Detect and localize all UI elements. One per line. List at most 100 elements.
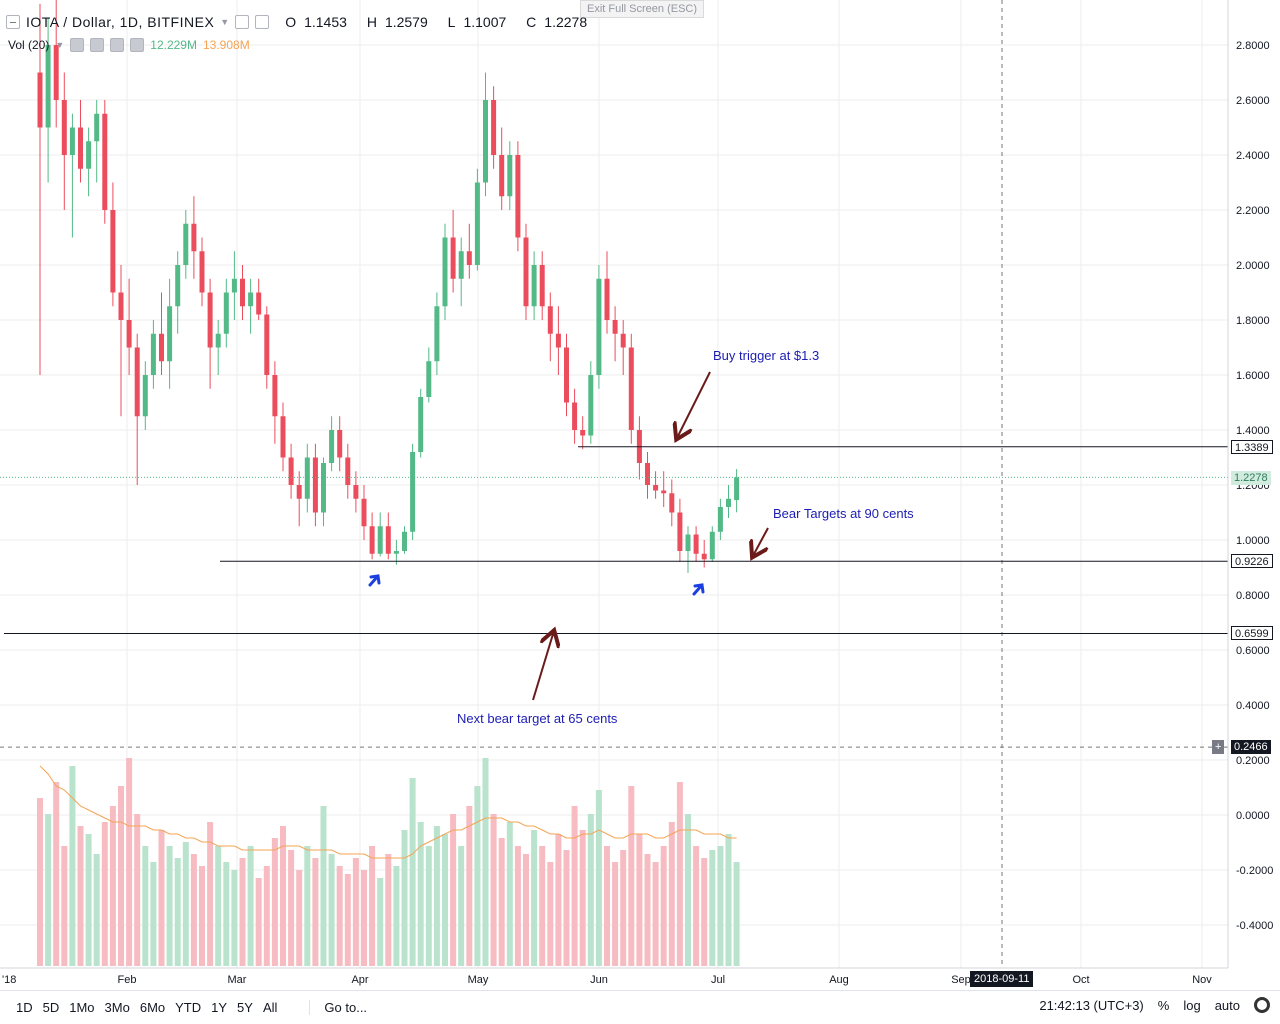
y-tick-label: 2.8000 bbox=[1236, 40, 1270, 52]
candle-body bbox=[191, 223, 197, 252]
chevron-down-icon[interactable]: ▼ bbox=[55, 40, 65, 50]
timeframe-1mo[interactable]: 1Mo bbox=[69, 1000, 95, 1015]
double-bottom-arrow-right bbox=[692, 583, 705, 596]
candle-body bbox=[199, 251, 205, 293]
volume-bar bbox=[458, 846, 465, 966]
volume-bar bbox=[385, 854, 392, 966]
volume-bar bbox=[118, 786, 124, 966]
volume-value: 12.229M bbox=[150, 38, 197, 52]
candle-body bbox=[491, 100, 497, 155]
candlestick-series bbox=[37, 0, 740, 573]
volume-bar bbox=[409, 778, 416, 966]
volume-bar bbox=[101, 822, 108, 966]
x-tick-label: Apr bbox=[351, 974, 368, 986]
timeframe-1y[interactable]: 1Y bbox=[211, 1000, 228, 1015]
volume-bar bbox=[207, 822, 214, 966]
bottom-toolbar: 1D 5D 1Mo 3Mo 6Mo YTD 1Y 5Y All Go to...… bbox=[0, 990, 1280, 1024]
candle-body bbox=[223, 292, 229, 334]
y-tick-label: 2.0000 bbox=[1236, 260, 1270, 272]
crosshair-plus-icon[interactable]: + bbox=[1212, 740, 1225, 754]
x-tick-label: Mar bbox=[228, 974, 247, 986]
volume-bar bbox=[539, 846, 546, 966]
y-tick-label: 1.8000 bbox=[1236, 315, 1270, 327]
volume-bar bbox=[644, 854, 651, 966]
volume-bar bbox=[628, 786, 635, 966]
x-tick-label: Nov bbox=[1192, 974, 1212, 986]
volume-bars bbox=[37, 758, 740, 966]
volume-bar bbox=[401, 830, 408, 966]
candle-body bbox=[734, 477, 740, 501]
candle-body bbox=[564, 347, 569, 403]
collapse-legend-icon[interactable] bbox=[6, 15, 20, 29]
log-scale-toggle[interactable]: log bbox=[1183, 997, 1201, 1013]
candle-body bbox=[410, 452, 416, 532]
candle-body bbox=[539, 265, 545, 307]
volume-bar bbox=[53, 782, 60, 966]
candle-body bbox=[118, 292, 124, 320]
level-label-0922: 0.9226 bbox=[1231, 554, 1273, 568]
volume-legend: Vol (20) ▼ 12.229M 13.908M bbox=[8, 38, 250, 52]
candle-body bbox=[37, 72, 43, 128]
candle-body bbox=[531, 265, 537, 307]
timeframe-5y[interactable]: 5Y bbox=[237, 1000, 253, 1015]
candle-body bbox=[288, 457, 294, 485]
settings-icon[interactable] bbox=[255, 15, 270, 29]
candle-body bbox=[596, 278, 602, 375]
annotation-buy-trigger: Buy trigger at $1.3 bbox=[713, 348, 820, 363]
candle-body bbox=[240, 278, 245, 307]
x-tick-label: Feb bbox=[118, 974, 137, 986]
exit-fullscreen-button[interactable]: Exit Full Screen (ESC) bbox=[580, 0, 705, 18]
bear-target-arrow bbox=[754, 527, 769, 554]
volume-bar bbox=[77, 826, 84, 966]
open-value: 1.1453 bbox=[304, 14, 347, 30]
percent-scale-toggle[interactable]: % bbox=[1157, 997, 1170, 1013]
volume-bar bbox=[450, 814, 457, 966]
candle-body bbox=[458, 251, 464, 279]
candle-body bbox=[402, 531, 407, 551]
auto-scale-toggle[interactable]: auto bbox=[1214, 997, 1240, 1013]
candle-body bbox=[701, 553, 707, 560]
settings-gear-icon[interactable] bbox=[1254, 997, 1270, 1013]
volume-bar bbox=[158, 830, 165, 966]
annotation-bear-targets: Bear Targets at 90 cents bbox=[773, 506, 914, 521]
volume-bar bbox=[45, 814, 52, 966]
eye-icon[interactable] bbox=[235, 15, 250, 29]
volume-bar bbox=[174, 858, 181, 966]
y-tick-label: 1.0000 bbox=[1236, 535, 1270, 547]
close-value: 1.2278 bbox=[544, 14, 588, 30]
candle-body bbox=[61, 100, 67, 155]
timeframe-ytd[interactable]: YTD bbox=[175, 1000, 202, 1015]
crosshair-date-label: 2018-09-11 bbox=[970, 971, 1034, 987]
volume-bar bbox=[506, 822, 513, 966]
candle-body bbox=[280, 416, 286, 458]
volume-bar bbox=[442, 834, 448, 966]
timeframe-all[interactable]: All bbox=[262, 1000, 278, 1015]
volume-bar bbox=[320, 806, 327, 966]
settings-icon[interactable] bbox=[90, 38, 105, 52]
volume-bar bbox=[369, 846, 376, 966]
candle-body bbox=[693, 534, 699, 554]
volume-bar bbox=[296, 870, 303, 966]
candle-body bbox=[418, 397, 424, 452]
eye-icon[interactable] bbox=[70, 38, 85, 52]
chart-grid bbox=[0, 0, 1228, 968]
y-tick-label: 2.2000 bbox=[1236, 205, 1270, 217]
timeframe-5d[interactable]: 5D bbox=[42, 1000, 60, 1015]
volume-bar bbox=[587, 814, 594, 966]
chevron-down-icon[interactable]: ▼ bbox=[220, 17, 230, 27]
remove-icon[interactable] bbox=[110, 38, 125, 52]
candle-body bbox=[142, 375, 148, 417]
candle-body bbox=[612, 320, 618, 334]
price-chart[interactable]: 2.8000 2.6000 2.4000 2.2000 2.0000 1.8000 1.60… bbox=[0, 0, 1280, 990]
volume-bar bbox=[514, 846, 521, 966]
volume-bar bbox=[263, 866, 270, 966]
annotation-next-bear-target: Next bear target at 65 cents bbox=[457, 711, 618, 726]
timeframe-1d[interactable]: 1D bbox=[16, 1000, 33, 1015]
more-icon[interactable] bbox=[130, 38, 145, 52]
goto-date-button[interactable]: Go to... bbox=[309, 1000, 367, 1015]
timeframe-6mo[interactable]: 6Mo bbox=[139, 1000, 166, 1015]
volume-bar bbox=[312, 858, 319, 966]
volume-indicator-title[interactable]: Vol (20) bbox=[8, 38, 50, 52]
timeframe-3mo[interactable]: 3Mo bbox=[104, 1000, 130, 1015]
symbol-title[interactable]: IOTA / Dollar, 1D, BITFINEX bbox=[26, 14, 215, 30]
